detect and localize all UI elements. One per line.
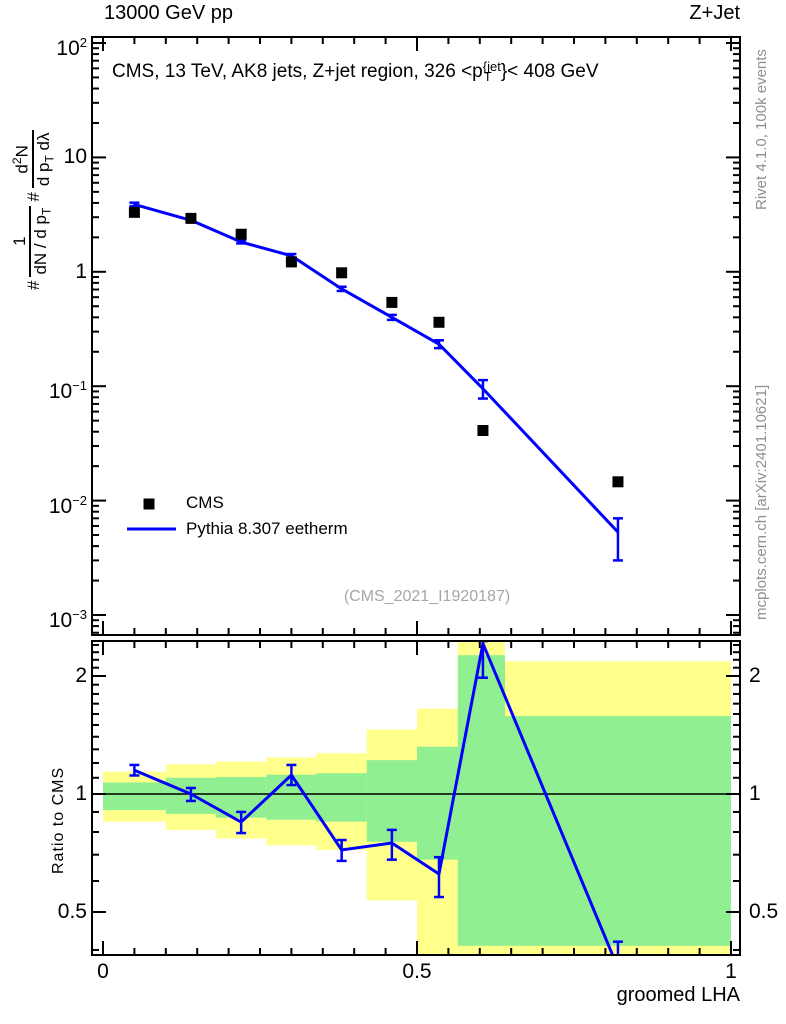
inner-band-bin bbox=[504, 716, 731, 946]
mc-prediction-line bbox=[133, 202, 620, 534]
x-tick-label: 1 bbox=[725, 960, 737, 983]
ratio-y-tick-label-left: 2 bbox=[75, 663, 87, 687]
cms-data-point bbox=[128, 206, 140, 218]
ratio-y-tick-label-right: 1 bbox=[749, 782, 761, 805]
process-title: Z+Jet bbox=[689, 2, 740, 24]
main-y-tick-label: 1 bbox=[75, 259, 87, 283]
main-y-tick-label: 10−2 bbox=[48, 492, 87, 518]
beam-title: 13000 GeV pp bbox=[104, 2, 233, 24]
analysis-title: CMS, 13 TeV, AK8 jets, Z+jet region, 326… bbox=[112, 59, 599, 84]
legend-label-cms: CMS bbox=[186, 493, 224, 512]
ratio-y-tick-label-left: 0.5 bbox=[57, 900, 87, 923]
main-y-tick-label: 10−3 bbox=[48, 607, 87, 632]
cms-data-point bbox=[477, 424, 489, 436]
ratio-panel-content bbox=[129, 640, 623, 955]
inner-band-bin bbox=[103, 782, 166, 811]
axis-ticks bbox=[92, 37, 740, 955]
ratio-y-tick-label-left: 1 bbox=[75, 782, 87, 805]
x-tick-label: 0 bbox=[97, 960, 109, 983]
mc-prediction-line bbox=[133, 642, 615, 955]
main-y-tick-label: 10−1 bbox=[48, 378, 87, 404]
cms-data-point bbox=[285, 256, 297, 268]
cms-data-point bbox=[185, 212, 197, 224]
ratio-y-tick-label-right: 2 bbox=[749, 663, 761, 687]
inner-band-bin bbox=[366, 760, 417, 842]
legend-label-pythia: Pythia 8.307 eetherm bbox=[186, 519, 348, 538]
x-axis-title: groomed LHA bbox=[616, 984, 740, 1006]
legend-square-marker bbox=[143, 498, 155, 510]
generator-version-note: Rivet 4.1.0, 100k events bbox=[753, 49, 770, 210]
cms-data-point bbox=[386, 296, 398, 308]
cms-data-point bbox=[612, 476, 624, 488]
x-tick-label: 0.5 bbox=[402, 960, 432, 983]
main-y-tick-label: 102 bbox=[56, 35, 87, 60]
ratio-y-tick-label-right: 0.5 bbox=[749, 900, 779, 923]
cms-data-point bbox=[336, 267, 348, 279]
mcplots-reference-note: mcplots.cern.ch [arXiv:2401.10621] bbox=[753, 384, 770, 620]
inner-band-bin bbox=[316, 773, 367, 822]
cms-data-point bbox=[433, 316, 445, 328]
panel-frame bbox=[91, 36, 741, 636]
main-panel-content bbox=[128, 201, 624, 562]
main-y-tick-label: 10 bbox=[63, 145, 87, 169]
analysis-id-watermark: (CMS_2021_I1920187) bbox=[343, 588, 511, 605]
inner-band-bin bbox=[457, 655, 505, 946]
uncertainty-bands bbox=[103, 641, 731, 955]
cms-data-point bbox=[235, 228, 247, 240]
